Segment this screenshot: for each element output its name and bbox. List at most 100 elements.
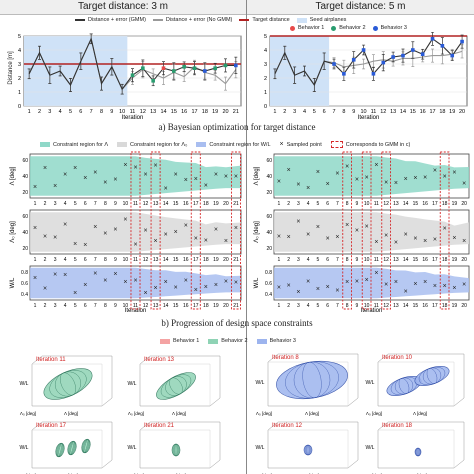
x-tick-label: 20 [461,303,467,309]
x-tick-label: 3 [54,303,57,309]
x-tick-label: 13 [150,109,156,115]
x-tick-label: 11 [133,257,138,263]
x-tick-label: 21 [233,257,239,263]
sampled-point: × [83,282,87,289]
y-tick-label: 2 [264,76,267,82]
x-tick-label: 4 [64,303,67,309]
x-tick-label: 12 [380,109,386,115]
mesh-line [68,441,76,455]
sampled-point: × [113,176,117,183]
iteration-label: Iteration 21 [144,423,175,429]
y-tick-label: 1 [18,90,21,96]
y-tick-label: 0.6 [265,281,272,287]
sampled-point: × [234,279,238,286]
sampled-point: × [326,284,330,291]
sampled-point: × [214,282,218,289]
behavior-marker [192,66,197,70]
iteration-label: Iteration 13 [144,357,175,363]
sampled-point: × [133,164,137,171]
x-tick-label: 19 [213,201,219,207]
x-tick-label: 20 [223,303,229,309]
sampled-point: × [164,186,168,193]
x-tick-label: 7 [94,303,97,309]
legend-gmm: Distance + error (GMM) [88,17,146,23]
sampled-point: × [63,222,67,229]
x-tick-label: 6 [84,257,87,263]
x-tick-label: 1 [34,201,37,207]
legend-c-behavior3: Behavior 3 [269,338,296,344]
x-tick-label: 5 [74,257,77,263]
x-tick-label: 13 [153,201,159,207]
iteration-label: Iteration 12 [272,423,303,429]
mesh-line [285,361,339,399]
x-tick-label: 3 [293,109,296,115]
x-tick-label: 17 [191,109,197,115]
constraint-region [274,267,469,299]
gmm-box [342,151,352,310]
sampled-point: × [194,235,198,242]
x-tick-label: 9 [352,109,355,115]
behavior-marker [332,62,336,66]
x-tick-label: 1 [28,109,31,115]
w-axis-label: W/L [256,445,265,451]
x-tick-label: 3 [48,109,51,115]
sampled-point: × [394,180,398,187]
left-header: Target distance: 3 m [0,0,246,15]
l0-axis-label: Λ₀ [deg] [366,411,382,416]
legend-wl: Constraint region for W/L [209,141,271,148]
x-tick-label: 9 [355,201,358,207]
x-tick-label: 10 [119,109,125,115]
sampled-point: × [224,174,228,181]
sampled-point: × [316,169,320,176]
x-tick-label: 14 [403,257,409,263]
x-tick-label: 18 [203,257,209,263]
x-tick-label: 16 [422,201,428,207]
x-tick-label: 1 [277,257,280,263]
x-tick-label: 2 [283,109,286,115]
sampled-point: × [43,233,47,240]
l0-axis-label: Λ₀ [deg] [20,411,36,416]
sampled-point: × [123,279,127,286]
y-tick-label: 0.8 [265,270,272,276]
x-tick-label: 1 [34,303,37,309]
x-tick-label: 19 [213,257,219,263]
x-tick-label: 9 [110,109,113,115]
sampled-point: × [154,238,158,245]
x-tick-label: 2 [287,257,290,263]
seed-region [24,36,128,106]
x-tick-label: 2 [287,201,290,207]
w-axis-label: W/L [366,380,375,386]
y-tick-label: 40 [266,230,272,236]
legend-b1-dot [290,25,295,31]
x-tick-label: 19 [452,257,458,263]
y-tick-label: 0.6 [21,281,28,287]
band-ylabel: Λ [deg] [10,166,16,185]
x-tick-label: 14 [160,109,166,115]
legend-behavior2: Behavior 2 [339,25,366,31]
x-tick-label: 8 [104,257,107,263]
gmm-box [190,151,201,310]
constraint-region [30,156,241,196]
sampled-point: × [33,275,37,282]
gmm-box [231,151,241,310]
sampled-point: × [404,288,408,295]
sampled-point: × [123,162,127,169]
sampled-point: × [214,172,218,179]
x-tick-label: 13 [390,109,396,115]
sampled-point: × [443,174,447,181]
mesh-line [56,443,64,457]
sampled-point: × [133,278,137,285]
mesh-line [49,370,87,398]
sampled-point: × [355,176,359,183]
x-tick-label: 8 [104,201,107,207]
x-tick-label: 17 [432,257,438,263]
x-tick-label: 6 [84,201,87,207]
x-tick-label: 7 [332,109,335,115]
iteration-label: Iteration 10 [382,355,413,361]
sampled-point: × [345,164,349,171]
y-tick-label: 20 [266,246,272,252]
x-tick-label: 10 [123,257,129,263]
legend-b: Constraint region for Λ Constraint regio… [40,141,410,148]
sampled-point: × [394,279,398,286]
x-tick-label: 1 [34,257,37,263]
